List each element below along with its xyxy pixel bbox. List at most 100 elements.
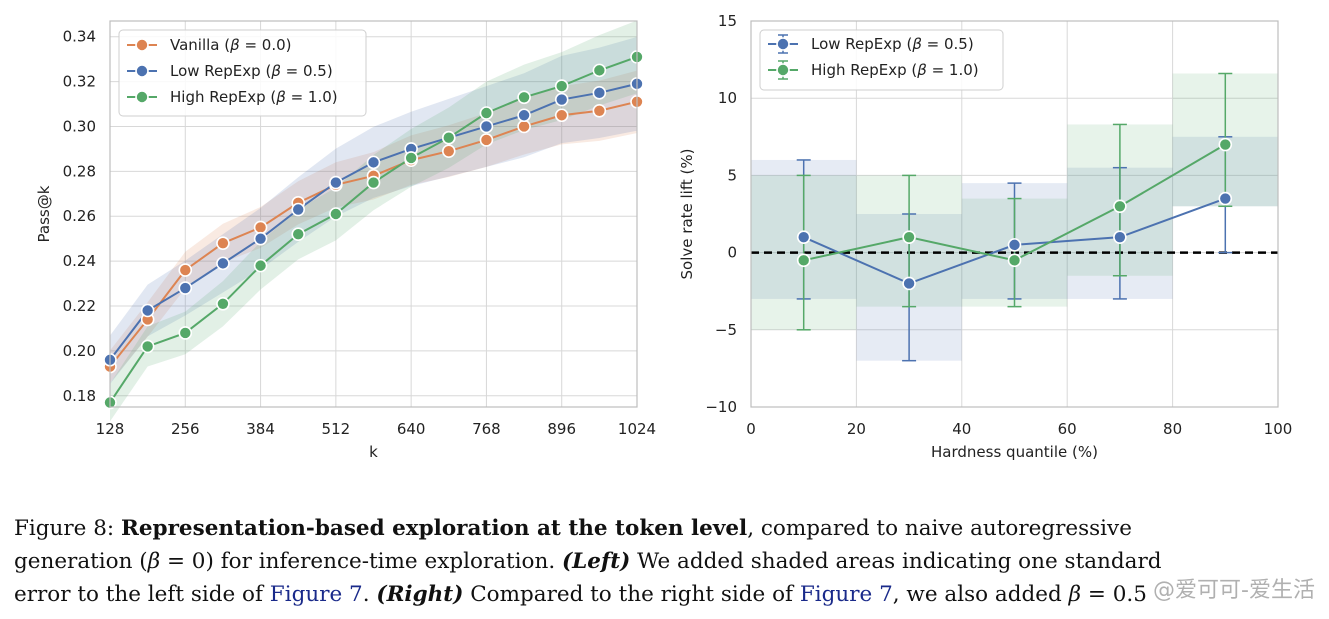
data-point (216, 296, 230, 311)
caption-beta-symbol: β (147, 549, 161, 574)
caption-line-3: error to the left side of Figure 7. (Rig… (14, 578, 1316, 611)
x-tick-label: 256 (171, 420, 200, 438)
legend-label: Low RepExp (β = 0.5) (811, 35, 974, 53)
x-tick-label: 128 (96, 420, 125, 438)
data-point (1113, 199, 1127, 214)
x-tick-label: 40 (952, 420, 971, 438)
data-point (517, 90, 531, 105)
plot-frame (109, 20, 638, 408)
y-axis-label: Solve rate lift (%) (678, 149, 696, 280)
y-tick-label: −5 (715, 321, 737, 339)
data-point (796, 230, 811, 244)
data-point (902, 276, 916, 291)
caption-left-tag: (Left) (561, 549, 631, 574)
caption-text: Compared to the right side of (463, 582, 800, 607)
y-tick-label: 0.30 (63, 117, 96, 135)
data-point (404, 151, 418, 165)
data-point (554, 108, 569, 123)
legend-label: Low RepExp (β = 0.5) (170, 62, 333, 80)
data-point (291, 227, 306, 241)
data-point (1113, 230, 1127, 244)
data-point (441, 130, 456, 145)
legend-swatch-marker (135, 38, 149, 52)
data-point (1218, 137, 1233, 152)
y-tick-label: 0 (727, 244, 737, 262)
data-point (517, 119, 531, 134)
figure-7-link[interactable]: Figure 7 (799, 582, 893, 607)
x-tick-label: 60 (1058, 420, 1077, 438)
y-tick-label: −10 (705, 398, 737, 416)
x-tick-label: 768 (472, 420, 501, 438)
y-tick-label: 0.24 (63, 252, 96, 270)
data-point (253, 258, 268, 273)
legend-label: High RepExp (β = 1.0) (811, 61, 979, 79)
x-tick-label: 896 (547, 420, 576, 438)
legend-box (759, 29, 1004, 91)
legend: Vanilla (β = 0.0) Low RepExp (β = 0.5) Hig… (118, 29, 367, 117)
y-tick-label: 5 (727, 166, 737, 184)
confidence-band (110, 70, 637, 383)
caption-text: We added shaded areas indicating one sta… (630, 549, 1162, 574)
data-point (554, 79, 569, 93)
y-tick-label: 0.28 (63, 162, 96, 180)
y-axis-label: Pass@k (35, 185, 53, 242)
caption-right-tag: (Right) (376, 582, 464, 607)
data-point (479, 133, 494, 147)
figure-7-link[interactable]: Figure 7 (269, 582, 363, 607)
data-point (140, 339, 155, 354)
x-tick-label: 0 (746, 420, 756, 438)
data-point (1007, 238, 1022, 252)
data-point (140, 303, 155, 318)
left-chart-pass-at-k: 128 256 384 512 640 768 896 1024 0.18 0.20 0.22 0.2… (35, 20, 656, 461)
data-point (366, 175, 381, 190)
data-point (178, 326, 193, 340)
y-tick-label: 0.20 (63, 342, 96, 360)
data-point (329, 207, 343, 221)
data-point (479, 106, 494, 120)
y-tick-label: 0.32 (63, 73, 96, 91)
caption-line-2: generation (β = 0) for inference-time ex… (14, 545, 1316, 578)
legend-label: High RepExp (β = 1.0) (170, 88, 338, 106)
data-point (592, 86, 607, 100)
y-tick-label: 15 (718, 12, 737, 30)
data-point (592, 103, 607, 118)
caption-text: , compared to naive autoregressive (747, 516, 1132, 541)
confidence-band (110, 36, 637, 385)
data-point (592, 63, 607, 78)
x-axis-label: k (369, 443, 378, 461)
caption-text: . (362, 582, 377, 607)
data-point (253, 231, 268, 246)
data-point (554, 92, 569, 107)
data-point (441, 144, 456, 158)
caption-text: = 0.5 (1081, 582, 1147, 607)
legend-swatch-marker (135, 64, 149, 78)
caption-text: generation ( (14, 549, 148, 574)
right-chart-solve-rate-lift: 0 20 40 60 80 100 −10 −5 0 5 10 15 Hardness quantile… (678, 12, 1292, 461)
data-point (517, 108, 531, 123)
data-point (796, 253, 811, 268)
caption-text: = 0 (160, 549, 206, 574)
data-point (291, 202, 306, 217)
data-point (253, 220, 268, 235)
x-axis-label: Hardness quantile (%) (931, 443, 1098, 461)
legend-label: Vanilla (β = 0.0) (170, 36, 292, 54)
caption-bold-title: Representation-based exploration at the … (121, 516, 748, 541)
caption-line-1: Figure 8: Representation-based explorati… (14, 512, 1316, 545)
legend-box (118, 29, 367, 117)
y-tick-label: 0.26 (63, 207, 96, 225)
data-point (1218, 191, 1233, 206)
y-tick-label: 0.18 (63, 387, 96, 405)
caption-text: error to the left side of (14, 582, 270, 607)
plot-frame (750, 20, 1279, 408)
x-tick-label: 640 (397, 420, 426, 438)
data-point (216, 256, 230, 271)
figure-caption: Figure 8: Representation-based explorati… (14, 512, 1316, 611)
data-point (902, 230, 916, 244)
data-point (479, 119, 494, 134)
y-tick-label: 10 (718, 89, 737, 107)
data-point (178, 263, 193, 277)
y-tick-label: 0.34 (63, 28, 96, 46)
data-point (178, 281, 193, 295)
legend-swatch-marker (776, 37, 790, 51)
x-tick-label: 1024 (618, 420, 656, 438)
